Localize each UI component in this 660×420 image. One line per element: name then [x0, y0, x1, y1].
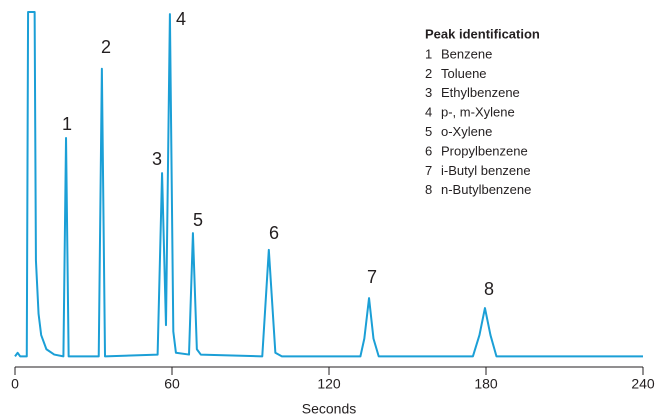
peak-label: 5: [193, 210, 203, 230]
trace: [14, 11, 643, 358]
legend-name: Benzene: [441, 46, 492, 61]
legend-name: Toluene: [441, 66, 487, 81]
legend-name: i-Butyl benzene: [441, 163, 531, 178]
peak-label: 8: [484, 279, 494, 299]
legend-number: 3: [425, 85, 432, 100]
x-tick-label: 120: [317, 376, 341, 392]
legend-name: p-, m-Xylene: [441, 105, 515, 120]
peak-label: 6: [269, 223, 279, 243]
peak-label: 2: [101, 37, 111, 57]
x-tick-label: 180: [474, 376, 498, 392]
x-tick-label: 0: [11, 376, 19, 392]
peak-label: 1: [62, 114, 72, 134]
legend-number: 4: [425, 105, 432, 120]
legend-number: 5: [425, 124, 432, 139]
legend-number: 8: [425, 182, 432, 197]
x-axis-label: Seconds: [302, 401, 356, 417]
x-tick-label: 240: [631, 376, 655, 392]
legend-name: Ethylbenzene: [441, 85, 520, 100]
legend-number: 6: [425, 143, 432, 158]
peak-label: 3: [152, 149, 162, 169]
peak-label: 7: [367, 267, 377, 287]
legend-name: o-Xylene: [441, 124, 492, 139]
legend-number: 2: [425, 66, 432, 81]
legend-title: Peak identification: [425, 26, 540, 41]
legend-number: 1: [425, 46, 432, 61]
peak-label: 4: [176, 9, 186, 29]
legend-number: 7: [425, 163, 432, 178]
x-tick-label: 60: [164, 376, 180, 392]
legend-name: Propylbenzene: [441, 143, 528, 158]
legend-name: n-Butylbenzene: [441, 182, 531, 197]
